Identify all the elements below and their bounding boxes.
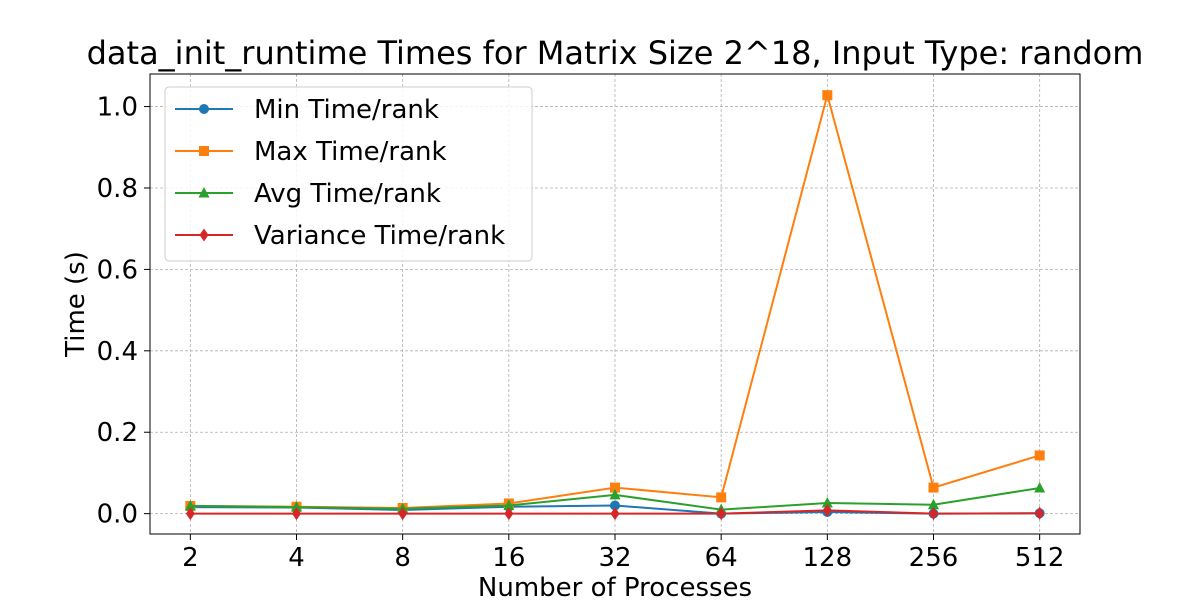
data-point [398,507,408,521]
y-tick-label: 0.8 [97,174,138,204]
x-tick-label: 4 [288,543,305,573]
legend-label: Max Time/rank [254,137,447,167]
legend-marker [199,228,209,242]
data-point [928,482,939,493]
data-point [609,488,621,500]
data-point [716,507,726,521]
x-tick-label: 16 [492,543,525,573]
x-tick-label: 64 [705,543,738,573]
series-avg-time-rank [184,482,1046,515]
legend: Min Time/rank Max Time/rank Avg Time/rank V… [164,86,533,262]
y-axis: 0.0 0.2 0.4 0.6 0.8 1.0 [97,93,150,530]
legend-label: Min Time/rank [254,95,439,125]
x-tick-label: 512 [1015,543,1065,573]
x-axis-label: Number of Processes [478,573,752,600]
data-point [184,499,196,511]
x-tick-label: 2 [182,543,199,573]
data-point [1034,482,1046,493]
data-point [716,492,727,503]
y-tick-label: 0.0 [97,500,138,530]
legend-label: Variance Time/rank [254,221,505,251]
x-tick-label: 8 [394,543,411,573]
x-tick-label: 128 [803,543,853,573]
data-point [1034,450,1045,461]
data-point [291,501,303,512]
data-point [503,499,515,511]
x-axis: 2 4 8 16 32 64 128 256 512 [182,534,1064,573]
data-point [821,497,833,508]
legend-item: Variance Time/rank [175,221,505,251]
series-layer [184,90,1046,521]
x-tick-label: 256 [909,543,959,573]
data-point [822,90,833,101]
y-tick-label: 0.6 [97,255,138,285]
y-tick-label: 1.0 [97,93,138,123]
data-point [928,507,938,521]
legend-label: Avg Time/rank [254,179,441,209]
y-axis-label: Time (s) [61,251,91,358]
y-tick-label: 0.2 [97,418,138,448]
legend-item: Min Time/rank [175,95,439,125]
chart-title: data_init_runtime Times for Matrix Size … [87,34,1144,72]
y-tick-label: 0.4 [97,337,138,367]
legend-item: Max Time/rank [175,137,447,167]
data-point [822,503,832,517]
series-variance-time-rank [185,503,1045,521]
legend-box [164,86,533,262]
data-point [610,482,620,493]
data-point [1035,506,1045,520]
legend-marker [199,146,209,156]
data-point [610,500,620,511]
data-point [185,507,195,521]
legend-item: Avg Time/rank [175,179,441,209]
data-point [610,507,620,521]
x-tick-label: 32 [598,543,631,573]
data-point [927,498,939,510]
data-point [292,507,302,521]
legend-marker [198,187,210,198]
legend-marker [199,104,209,114]
data-point [504,507,514,521]
